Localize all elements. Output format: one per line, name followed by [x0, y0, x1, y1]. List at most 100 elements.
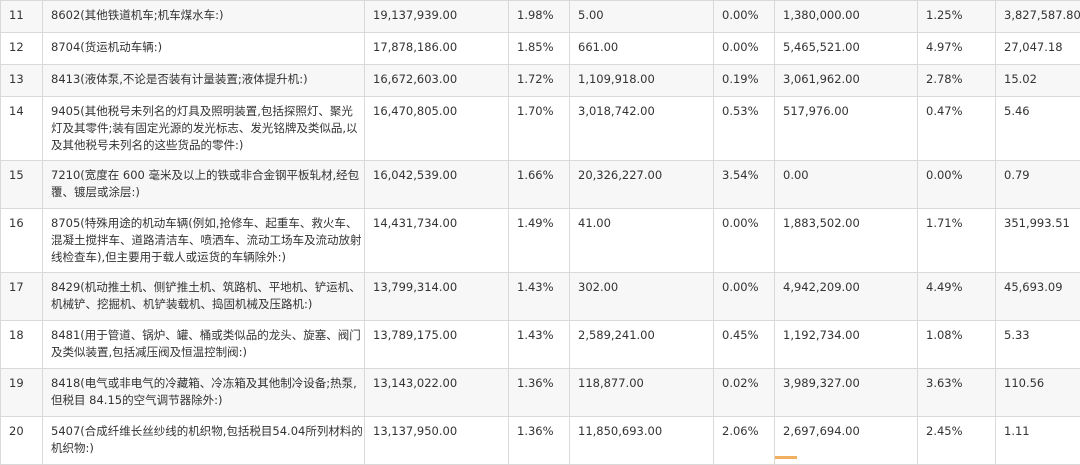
percent-2: 0.45% — [714, 321, 775, 369]
percent-3: 2.78% — [918, 65, 996, 97]
value-1: 16,470,805.00 — [365, 97, 509, 161]
percent-3: 4.49% — [918, 273, 996, 321]
value-3: 1,380,000.00 — [775, 1, 918, 33]
value-4: 15.02 — [996, 65, 1080, 97]
value-3: 517,976.00 — [775, 97, 918, 161]
item-description: 9405(其他税号未列名的灯具及照明装置,包括探照灯、聚光灯及其零件;装有固定光… — [43, 97, 365, 161]
percent-1: 1.36% — [509, 369, 570, 417]
percent-2: 0.00% — [714, 33, 775, 65]
percent-1: 1.43% — [509, 321, 570, 369]
percent-1: 1.72% — [509, 65, 570, 97]
value-4: 5.46 — [996, 97, 1080, 161]
value-2: 2,589,241.00 — [570, 321, 714, 369]
value-2: 1,109,918.00 — [570, 65, 714, 97]
value-1: 13,799,314.00 — [365, 273, 509, 321]
item-description: 8481(用于管道、锅炉、罐、桶或类似品的龙头、旋塞、阀门及类似装置,包括减压阀… — [43, 321, 365, 369]
percent-3: 1.71% — [918, 209, 996, 273]
value-1: 13,143,022.00 — [365, 369, 509, 417]
percent-3: 0.47% — [918, 97, 996, 161]
percent-3: 1.25% — [918, 1, 996, 33]
value-3: 4,942,209.00 — [775, 273, 918, 321]
value-4: 110.56 — [996, 369, 1080, 417]
percent-2: 0.00% — [714, 273, 775, 321]
row-index: 11 — [1, 1, 43, 33]
row-index: 15 — [1, 161, 43, 209]
percent-2: 0.02% — [714, 369, 775, 417]
item-description: 8413(液体泵,不论是否装有计量装置;液体提升机:) — [43, 65, 365, 97]
item-description: 8704(货运机动车辆:) — [43, 33, 365, 65]
value-3: 3,989,327.00 — [775, 369, 918, 417]
value-2: 3,018,742.00 — [570, 97, 714, 161]
row-index: 12 — [1, 33, 43, 65]
value-4: 3,827,587.80 — [996, 1, 1080, 33]
percent-1: 1.85% — [509, 33, 570, 65]
value-2: 118,877.00 — [570, 369, 714, 417]
percent-2: 0.53% — [714, 97, 775, 161]
percent-3: 0.00% — [918, 161, 996, 209]
value-2: 5.00 — [570, 1, 714, 33]
percent-1: 1.70% — [509, 97, 570, 161]
percent-1: 1.49% — [509, 209, 570, 273]
percent-3: 3.63% — [918, 369, 996, 417]
value-2: 41.00 — [570, 209, 714, 273]
item-description: 7210(宽度在 600 毫米及以上的铁或非合金钢平板轧材,经包覆、镀层或涂层:… — [43, 161, 365, 209]
row-index: 16 — [1, 209, 43, 273]
value-3: 3,061,962.00 — [775, 65, 918, 97]
item-description: 8429(机动推土机、侧铲推土机、筑路机、平地机、铲运机、机械铲、挖掘机、机铲装… — [43, 273, 365, 321]
value-2: 302.00 — [570, 273, 714, 321]
value-2: 20,326,227.00 — [570, 161, 714, 209]
row-index: 14 — [1, 97, 43, 161]
item-description: 8418(电气或非电气的冷藏箱、冷冻箱及其他制冷设备;热泵,但税目 84.15的… — [43, 369, 365, 417]
percent-1: 1.66% — [509, 161, 570, 209]
row-index: 19 — [1, 369, 43, 417]
item-description: 5407(合成纤维长丝纱线的机织物,包括税目54.04所列材料的机织物:) — [43, 417, 365, 465]
row-index: 20 — [1, 417, 43, 465]
percent-1: 1.36% — [509, 417, 570, 465]
value-2: 661.00 — [570, 33, 714, 65]
percent-3: 1.08% — [918, 321, 996, 369]
percent-2: 3.54% — [714, 161, 775, 209]
percent-1: 1.98% — [509, 1, 570, 33]
value-4: 5.33 — [996, 321, 1080, 369]
value-4: 351,993.51 — [996, 209, 1080, 273]
percent-2: 0.19% — [714, 65, 775, 97]
value-3: 0.00 — [775, 161, 918, 209]
value-3: 5,465,521.00 — [775, 33, 918, 65]
value-2: 11,850,693.00 — [570, 417, 714, 465]
row-index: 17 — [1, 273, 43, 321]
percent-2: 0.00% — [714, 1, 775, 33]
percent-1: 1.43% — [509, 273, 570, 321]
item-description: 8602(其他铁道机车;机车煤水车:) — [43, 1, 365, 33]
value-1: 13,789,175.00 — [365, 321, 509, 369]
value-1: 14,431,734.00 — [365, 209, 509, 273]
value-1: 16,042,539.00 — [365, 161, 509, 209]
percent-2: 2.06% — [714, 417, 775, 465]
value-1: 19,137,939.00 — [365, 1, 509, 33]
percent-2: 0.00% — [714, 209, 775, 273]
row-index: 13 — [1, 65, 43, 97]
row-index: 18 — [1, 321, 43, 369]
item-description: 8705(特殊用途的机动车辆(例如,抢修车、起重车、救火车、混凝土搅拌车、道路清… — [43, 209, 365, 273]
value-1: 13,137,950.00 — [365, 417, 509, 465]
percent-3: 2.45% — [918, 417, 996, 465]
value-4: 0.79 — [996, 161, 1080, 209]
value-4: 45,693.09 — [996, 273, 1080, 321]
value-3: 1,192,734.00 — [775, 321, 918, 369]
percent-3: 4.97% — [918, 33, 996, 65]
value-4: 1.11 — [996, 417, 1080, 465]
value-3: 1,883,502.00 — [775, 209, 918, 273]
value-1: 16,672,603.00 — [365, 65, 509, 97]
value-1: 17,878,186.00 — [365, 33, 509, 65]
